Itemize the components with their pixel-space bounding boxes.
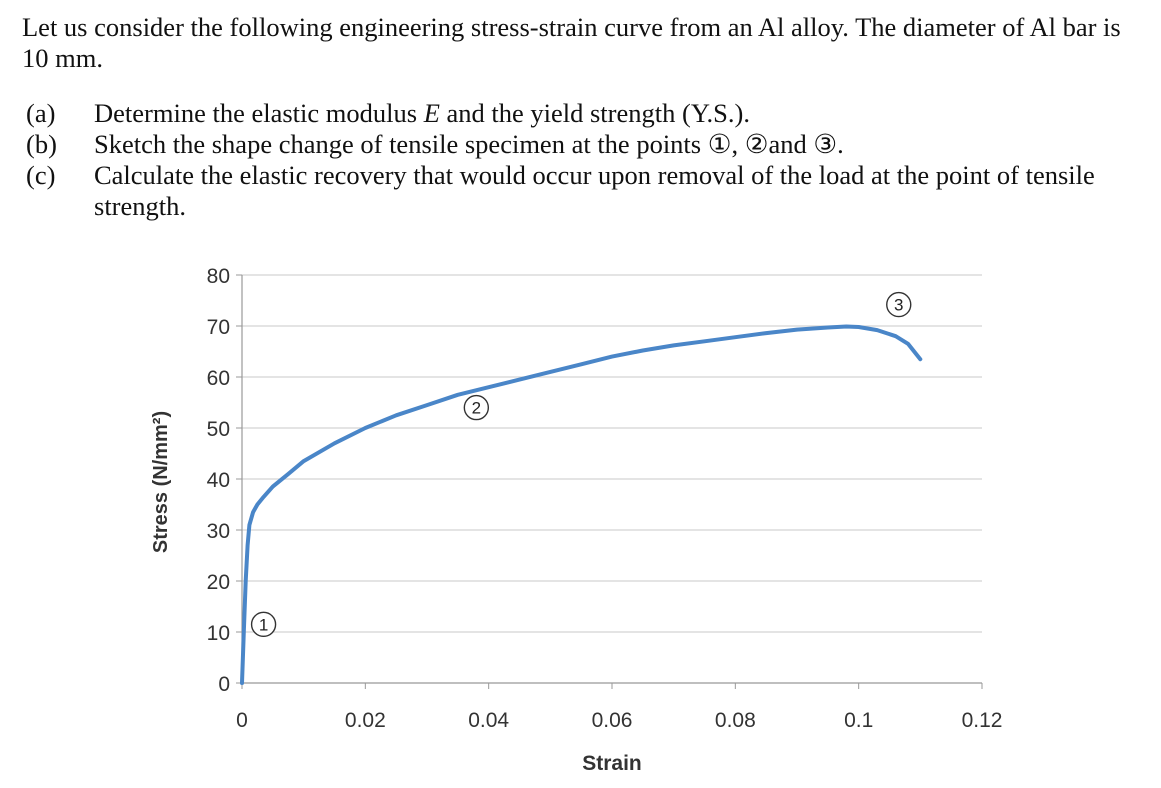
question-c: (c) Calculate the elastic recovery that … [22,160,1142,222]
stress-strain-curve [240,324,923,685]
point-marker-circle-2 [463,394,490,421]
question-c-text: Calculate the elastic recovery that woul… [94,160,1095,221]
question-a-label: (a) [26,98,56,128]
x-tick-labels: 0 0.02 0.04 0.06 0.08 0.1 0.12 [236,709,1002,732]
problem-intro: Let us consider the following engineerin… [22,12,1121,73]
x-tick-label: 0.08 [715,709,756,732]
question-c-label: (c) [26,160,56,190]
y-tick-label: 80 [207,265,230,288]
axes [236,274,983,689]
grid-lines [242,274,982,633]
x-tick-label: 0.02 [345,709,386,732]
point-marker-circle-1 [250,611,277,638]
y-tick-label: 20 [207,571,230,594]
point-marker-label: 2 [472,399,481,418]
y-tick-label: 0 [218,673,230,696]
problem-statement: Let us consider the following engineerin… [22,12,1142,222]
question-a: (a) Determine the elastic modulus E and … [22,98,1142,129]
point-marker-circle-3 [886,291,912,318]
question-a-text: Determine the elastic modulus E and the … [94,98,1142,129]
question-a-text-pre: Determine the elastic modulus [94,98,424,128]
point-marker-label: 1 [259,615,268,634]
x-axis-label: Strain [582,752,642,775]
question-a-text-em: E [423,98,440,128]
question-b-text: Sketch the shape change of tensile speci… [94,129,844,159]
y-tick-label: 10 [207,622,230,645]
y-tick-label: 30 [207,520,230,543]
y-tick-label: 70 [207,316,230,339]
x-tick-label: 0 [236,709,248,732]
y-tick-label: 50 [207,418,230,441]
x-tick-label: 0.06 [592,709,633,732]
point-marker-label: 3 [894,296,903,315]
question-b: (b) Sketch the shape change of tensile s… [22,129,1142,160]
question-b-label: (b) [26,129,57,159]
y-tick-label: 60 [207,367,230,390]
y-tick-label: 40 [207,469,230,492]
y-axis-label: Stress (N/mm²) [150,411,172,553]
x-tick-label: 0.12 [962,709,1003,732]
x-tick-label: 0.1 [844,709,873,732]
x-tick-label: 0.04 [468,709,509,732]
y-tick-labels: 0 10 20 30 40 50 60 70 80 [207,265,230,696]
question-a-text-post: and the yield strength (Y.S.). [439,98,750,128]
point-markers: 1 2 3 [250,291,912,638]
